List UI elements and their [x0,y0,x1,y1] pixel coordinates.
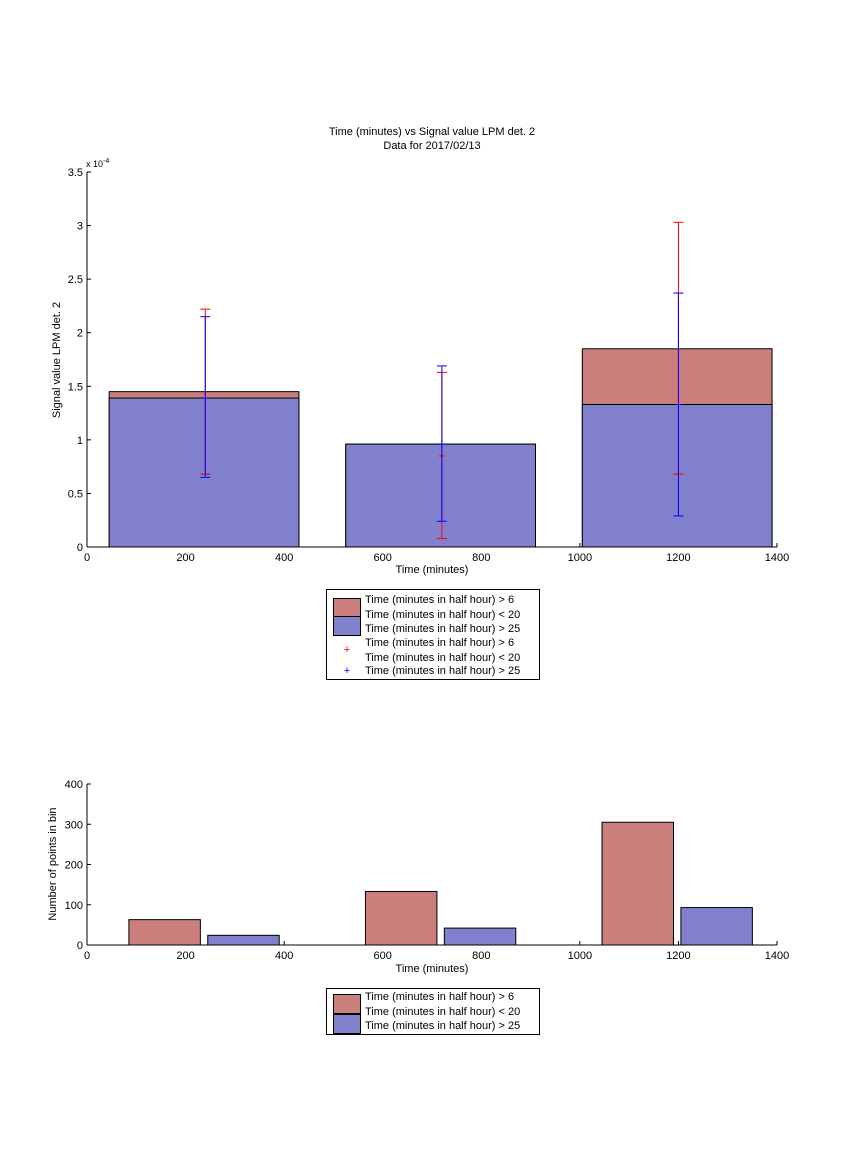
legend1-red-label-1: Time (minutes in half hour) > 6 [365,594,515,606]
chart1-y-exponent-power: -4 [103,158,109,165]
chart1-y-exponent: x 10-4 [86,158,109,169]
chart1-x-tick-label: 800 [472,552,490,564]
chart2-x-tick-label: 800 [472,950,490,962]
legend1-red-label-2: Time (minutes in half hour) < 20 [365,608,521,621]
chart1-y-tick-label: 2.5 [68,274,83,286]
chart2-bar-blue [207,934,280,946]
legend2-blue-swatch [333,1014,361,1034]
chart1-y-tick-label: 0 [77,542,83,554]
legend2-red-label-2: Time (minutes in half hour) < 20 [365,1005,521,1018]
chart2-x-tick-label: 1000 [568,950,592,962]
chart2-xlabel: Time (minutes) [396,963,469,975]
legend2-item-blue-patch: Time (minutes in half hour) > 25 [327,1014,539,1034]
legend2-red-swatch [333,994,361,1014]
chart2-x-tick-label: 1200 [666,950,690,962]
chart1-bar-blue [581,404,773,548]
chart2-bar-red [128,919,201,946]
chart1-x-tick-label: 600 [374,552,392,564]
chart1-x-tick-label: 200 [176,552,194,564]
chart1-plot: 0 200 400 600 800 1000 1200 1400 0 0.5 1 1.5 2 2.5 3 3.… [68,167,790,564]
chart2-x-tick-label: 400 [275,950,293,962]
chart1-x-tick-label: 1400 [765,552,789,564]
legend1-red-swatch [333,598,361,618]
chart2-y-tick-label: 200 [65,860,83,872]
chart1-legend: Time (minutes in half hour) > 6 Time (mi… [326,589,540,680]
chart2-y-tick-label: 300 [65,819,83,831]
chart1-y-tick-label: 1.5 [68,381,83,393]
chart2-bar-red [364,890,438,946]
chart1-y-tick-label: 3 [77,221,83,233]
chart1-x-tick-label: 1200 [666,552,690,564]
chart2-y-tick-label: 100 [65,900,83,912]
chart2-x-tick-label: 0 [84,950,90,962]
legend1-blue-swatch [333,616,361,636]
chart1-y-tick-label: 3.5 [68,167,83,179]
chart1-y-exponent-base: x 10 [86,159,103,169]
chart1-y-tick-label: 0.5 [68,488,83,500]
chart2-x-tick-label: 1400 [765,950,789,962]
chart1-x-tick-label: 0 [84,552,90,564]
chart2-legend: Time (minutes in half hour) > 6 Time (mi… [326,988,540,1035]
chart2-bar-blue [443,927,517,946]
chart2-x-tick-label: 600 [374,950,392,962]
chart1-y-tick-label: 2 [77,328,83,340]
legend1-redmark-label-2: Time (minutes in half hour) < 20 [365,651,521,664]
legend1-item-blue-patch: Time (minutes in half hour) > 25 [327,616,539,637]
chart2-bar-red [601,821,674,946]
legend1-item-red-marker: + Time (minutes in half hour) > 6 Time (… [327,636,539,665]
chart1-y-tick-label: 1 [77,435,83,447]
chart1-bar-blue [108,397,300,548]
chart2-x-tick-label: 200 [176,950,194,962]
chart1-xlabel: Time (minutes) [396,564,469,576]
legend2-item-red-patch: Time (minutes in half hour) > 6 Time (mi… [327,990,539,1019]
chart2-bar-blue [680,907,753,946]
legend1-item-red-patch: Time (minutes in half hour) > 6 Time (mi… [327,593,539,622]
legend1-red-plus-icon: + [343,644,351,656]
legend1-redmark-label-1: Time (minutes in half hour) > 6 [365,637,515,649]
chart2-y-tick-label: 0 [77,940,83,952]
chart1-title: Time (minutes) vs Signal value LPM det. … [329,126,535,138]
chart1-subtitle: Data for 2017/02/13 [383,140,480,152]
legend1-blue-plus-icon: + [343,665,351,677]
chart2-ylabel: Number of points in bin [47,807,59,920]
legend1-item-blue-marker: + Time (minutes in half hour) > 25 [327,665,539,680]
legend2-blue-label: Time (minutes in half hour) > 25 [365,1020,521,1032]
chart1-x-tick-label: 400 [275,552,293,564]
chart1-ylabel: Signal value LPM det. 2 [51,302,63,418]
legend2-red-label-1: Time (minutes in half hour) > 6 [365,991,515,1003]
chart2-plot: 0 200 400 600 800 1000 1200 1400 0 100 200 300 400 [65,779,790,962]
legend1-blue-label: Time (minutes in half hour) > 25 [365,623,521,635]
chart2-y-tick-label: 400 [65,779,83,791]
legend1-bluemark-label: Time (minutes in half hour) > 25 [365,665,521,677]
chart1-x-tick-label: 1000 [568,552,592,564]
chart1-bar-blue [345,443,536,548]
